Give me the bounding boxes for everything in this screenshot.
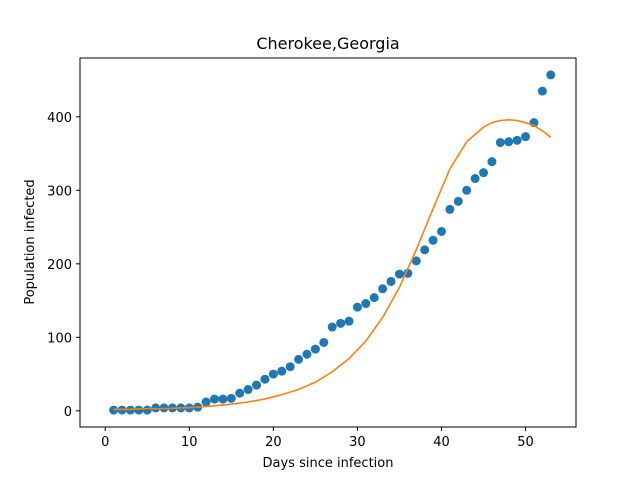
data-point (134, 405, 144, 415)
data-point (462, 185, 472, 195)
data-point (428, 235, 438, 245)
x-tick-label: 50 (517, 435, 534, 450)
x-axis-label: Days since infection (263, 456, 394, 471)
data-point (294, 354, 304, 364)
data-point (512, 135, 522, 145)
chart-title: Cherokee,Georgia (256, 34, 399, 53)
data-point (420, 245, 430, 255)
data-point (319, 337, 329, 347)
data-point (109, 405, 119, 415)
data-point (504, 137, 514, 147)
data-point (403, 268, 413, 278)
data-point (537, 86, 547, 96)
data-point (302, 349, 312, 359)
data-point (243, 385, 253, 395)
data-point (369, 293, 379, 303)
plot-area (109, 70, 556, 415)
data-point (394, 269, 404, 279)
data-point (411, 256, 421, 266)
data-point (210, 394, 220, 404)
data-point (521, 132, 531, 142)
data-point (436, 226, 446, 236)
data-point (252, 380, 262, 390)
data-point (344, 316, 354, 326)
y-axis-label: Population infected (23, 179, 38, 304)
data-point (546, 70, 556, 80)
data-point (260, 374, 270, 384)
y-tick-label: 400 (47, 111, 72, 126)
data-point (495, 138, 505, 148)
y-tick-label: 0 (64, 405, 72, 420)
y-tick-label: 300 (47, 184, 72, 199)
x-tick-label: 10 (181, 435, 198, 450)
data-point (226, 393, 236, 403)
y-tick-label: 100 (47, 331, 72, 346)
data-point (378, 284, 388, 294)
data-point (470, 174, 480, 184)
data-point (386, 276, 396, 286)
data-point (479, 168, 489, 178)
data-point (352, 302, 362, 312)
data-point (310, 344, 320, 354)
y-tick-label: 200 (47, 258, 72, 273)
x-tick-label: 40 (433, 435, 450, 450)
axes-frame (79, 57, 577, 428)
x-tick-label: 20 (265, 435, 282, 450)
data-point (327, 322, 337, 332)
data-point (235, 388, 245, 398)
data-point (487, 157, 497, 167)
data-point (361, 299, 371, 309)
x-axis: 0 10 20 30 40 50 (101, 427, 534, 450)
x-tick-label: 30 (349, 435, 366, 450)
data-point (201, 397, 211, 407)
data-point (285, 362, 295, 372)
y-axis: 0 100 200 300 400 (47, 111, 80, 420)
fitted-curve-line (113, 118, 552, 411)
x-tick-label: 0 (101, 435, 109, 450)
data-point (142, 405, 152, 415)
data-point (336, 318, 346, 328)
data-point (218, 394, 228, 404)
data-point (453, 196, 463, 206)
data-point (277, 366, 287, 376)
data-point (268, 369, 278, 379)
data-point (445, 204, 455, 214)
